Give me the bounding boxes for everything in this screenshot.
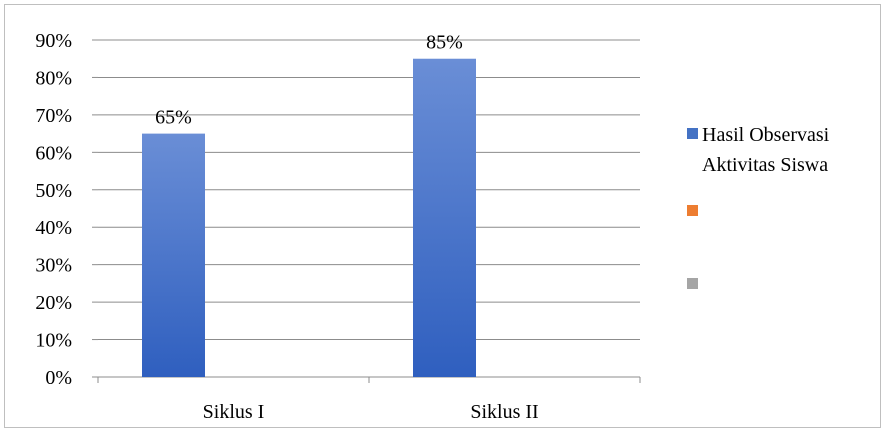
y-tick-label: 40% [35,217,72,239]
y-tick-label: 90% [35,30,72,52]
bar [413,58,476,377]
y-tick-label: 70% [35,105,72,127]
y-tick-label: 60% [35,142,72,164]
data-label: 65% [155,107,192,129]
bars [142,58,476,377]
legend-label: Aktivitas Siswa [702,154,828,176]
y-tick-label: 0% [45,367,72,389]
legend-swatch [687,205,698,216]
legend: Hasil Observasi Aktivitas Siswa [687,124,830,289]
y-tick-label: 30% [35,255,72,277]
labels: 0% 10% 20% 30% 40% 50% 60% 70% 80% 90% 65% Siklus I… [35,30,538,423]
x-tick-label: Siklus II [470,401,538,423]
data-label: 85% [426,32,463,54]
y-tick-label: 50% [35,180,72,202]
legend-swatch [687,278,698,289]
legend-label: Hasil Observasi [702,124,830,146]
x-tick-label: Siklus I [203,401,265,423]
y-tick-label: 80% [35,67,72,89]
y-tick-label: 20% [35,292,72,314]
bar [142,133,205,377]
legend-swatch [687,128,698,139]
y-tick-label: 10% [35,330,72,352]
